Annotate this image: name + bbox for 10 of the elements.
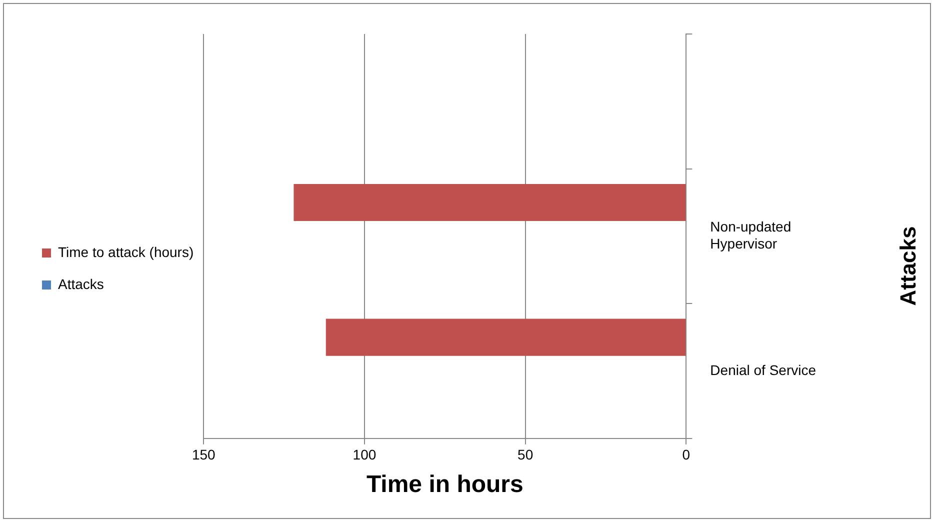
x-tick-label: 150	[192, 446, 216, 463]
legend-label: Time to attack (hours)	[58, 244, 194, 260]
x-tick-label: 50	[518, 446, 534, 463]
x-tick-label: 100	[352, 446, 376, 463]
legend-label: Attacks	[58, 276, 104, 292]
x-axis-title: Time in hours	[366, 471, 524, 498]
y-tick-label: Denial of Service	[710, 362, 816, 378]
y-tick-label: Non-updated Hypervisor	[710, 218, 792, 252]
x-tick-label: 0	[682, 446, 690, 463]
y-axis-title: Attacks	[895, 226, 921, 306]
